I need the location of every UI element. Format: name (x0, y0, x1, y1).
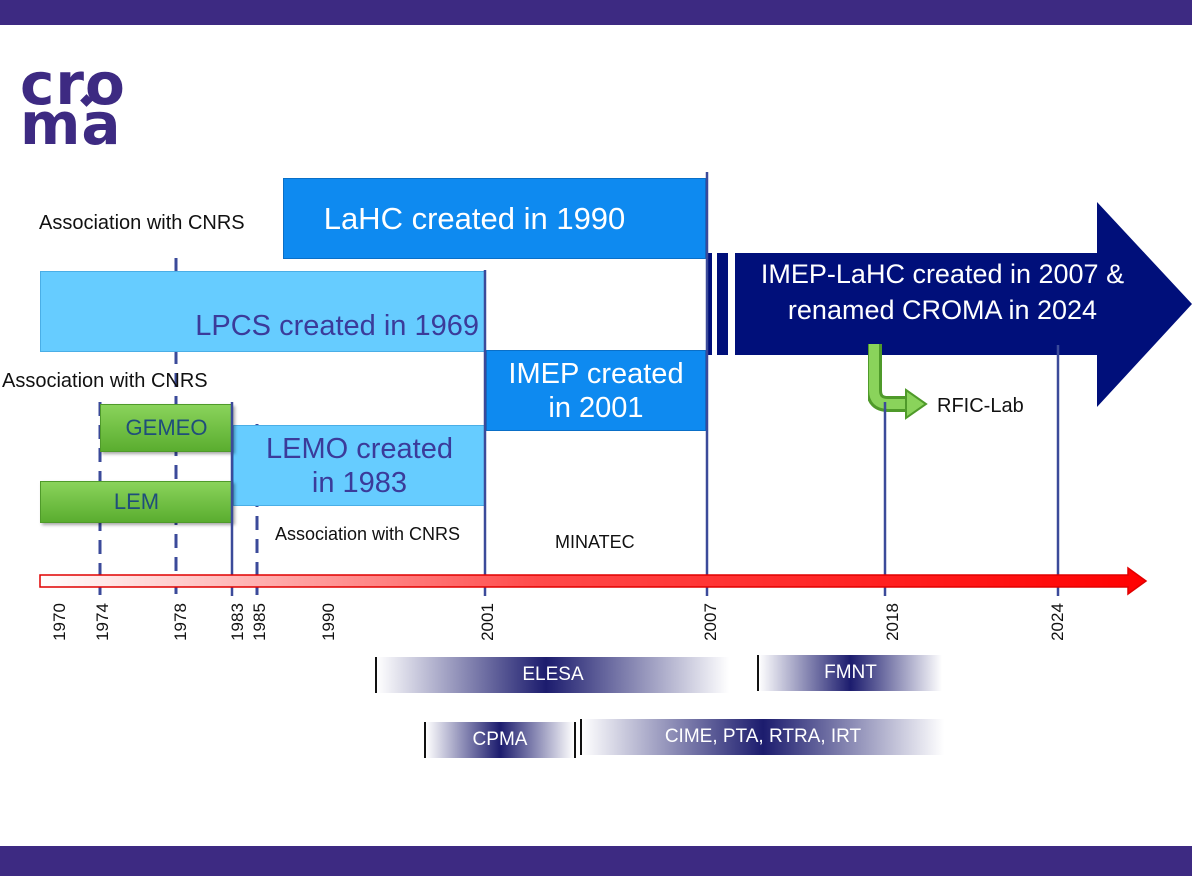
imep-box: IMEP created in 2001 (486, 350, 706, 431)
croma-logo: cro ma (20, 50, 140, 158)
year-label-1985: 1985 (250, 603, 269, 641)
year-label-2018: 2018 (883, 603, 902, 641)
lem-label: LEM (113, 489, 160, 514)
cpma-label: CPMA (472, 729, 528, 750)
top-band (0, 0, 1192, 25)
croma-label-line-2: renamed CROMA in 2024 (787, 295, 1098, 325)
lpcs-box: LPCS created in 1969 (40, 271, 486, 352)
year-label-1970: 1970 (50, 603, 69, 641)
year-label-1983: 1983 (228, 603, 247, 641)
lahc-box: LaHC created in 1990 (283, 178, 706, 259)
lem-box: LEM (40, 481, 233, 523)
logo-line-1: cro (20, 50, 126, 118)
lemo-label-line-1: LEMO created (266, 432, 453, 465)
year-label-2001: 2001 (478, 603, 497, 641)
lahc-label: LaHC created in 1990 (323, 200, 626, 236)
elesa-bar: ELESA (375, 657, 729, 693)
fmnt-bar: FMNT (757, 655, 942, 691)
rfic-arrow-icon (868, 344, 928, 420)
lemo-label-line-2: in 1983 (311, 466, 408, 499)
fmnt-label: FMNT (824, 662, 877, 683)
cime-bar: CIME, PTA, RTRA, IRT (580, 719, 944, 755)
minatec-note: MINATEC (555, 532, 635, 552)
elesa-label: ELESA (522, 664, 584, 685)
year-label-1990: 1990 (319, 603, 338, 641)
timeline-arrow (39, 566, 1148, 596)
logo-line-2: ma (20, 90, 122, 158)
year-label-2024: 2024 (1048, 603, 1067, 641)
cnrs-note-low: Association with CNRS (275, 524, 461, 544)
rfic-lab-note: RFIC-Lab (937, 395, 1024, 417)
croma-arrow-text: IMEP-LaHC created in 2007 & renamed CROM… (735, 256, 1150, 328)
bottom-band (0, 846, 1192, 876)
gemeo-box: GEMEO (100, 404, 233, 452)
year-label-1978: 1978 (171, 603, 190, 641)
lpcs-label: LPCS created in 1969 (195, 310, 479, 342)
year-label-2007: 2007 (701, 603, 720, 641)
cnrs-note-mid: Association with CNRS (2, 370, 208, 392)
imep-label-line-2: in 2001 (548, 391, 644, 424)
croma-label-line-1: IMEP-LaHC created in 2007 & (760, 259, 1125, 289)
year-label-1974: 1974 (93, 603, 112, 641)
gemeo-label: GEMEO (125, 415, 208, 440)
lemo-box: LEMO created in 1983 (233, 425, 486, 506)
cime-label: CIME, PTA, RTRA, IRT (664, 726, 862, 747)
cnrs-note-top: Association with CNRS (39, 212, 245, 234)
cpma-bar: CPMA (424, 722, 576, 758)
imep-label-line-1: IMEP created (508, 357, 684, 390)
croma-arrow (708, 202, 1192, 407)
